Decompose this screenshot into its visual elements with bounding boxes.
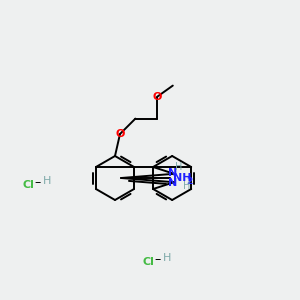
Text: N: N (168, 178, 178, 188)
Text: H: H (183, 181, 190, 191)
Text: Cl: Cl (142, 257, 154, 267)
Text: H: H (163, 253, 171, 263)
Text: Cl: Cl (22, 180, 34, 190)
Text: N: N (168, 168, 178, 178)
Text: O: O (115, 129, 125, 139)
Text: NH: NH (173, 173, 191, 183)
Text: –: – (35, 176, 41, 190)
Text: H: H (43, 176, 51, 186)
Text: H: H (175, 162, 183, 172)
Text: 2: 2 (186, 178, 192, 187)
Text: –: – (155, 254, 161, 266)
Text: O: O (153, 92, 162, 102)
